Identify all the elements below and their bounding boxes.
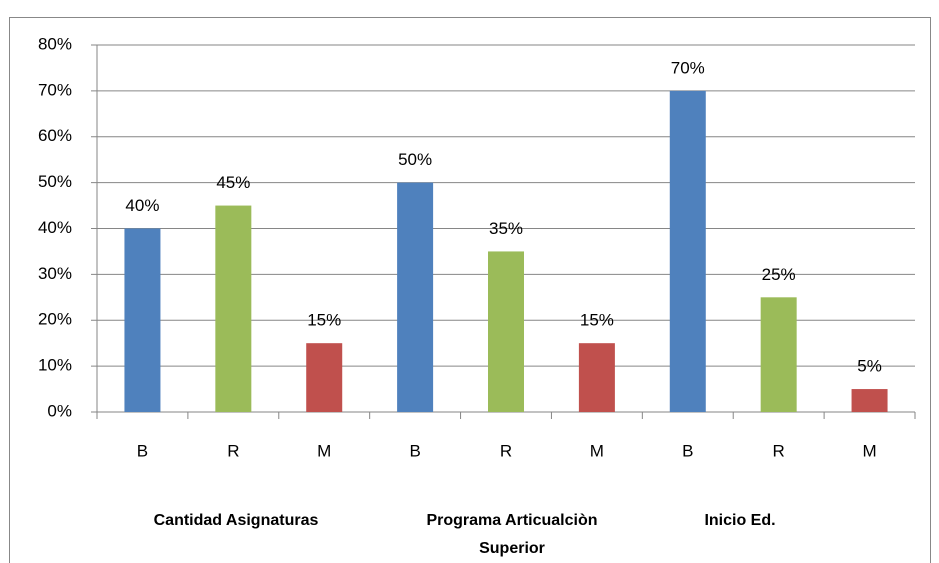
bar xyxy=(760,297,797,412)
bar xyxy=(306,343,343,412)
data-label: 15% xyxy=(580,311,614,330)
x-tick-label: B xyxy=(137,441,148,460)
x-tick-label: R xyxy=(773,441,785,460)
x-tick-label: M xyxy=(590,441,604,460)
group-label: Programa Articualciòn Superior xyxy=(426,512,598,557)
chart-frame xyxy=(9,17,931,563)
data-label: 40% xyxy=(125,196,159,215)
data-label: 15% xyxy=(307,311,341,330)
y-tick-label: 70% xyxy=(38,80,72,99)
y-tick-label: 50% xyxy=(38,172,72,191)
data-label: 45% xyxy=(216,173,250,192)
y-tick-label: 30% xyxy=(38,264,72,283)
y-tick-label: 20% xyxy=(38,310,72,329)
group-label: Cantidad Asignaturas xyxy=(153,512,319,529)
x-tick-label: M xyxy=(862,441,876,460)
bar xyxy=(669,90,706,412)
data-label: 70% xyxy=(671,58,705,77)
y-tick-label: 10% xyxy=(38,356,72,375)
bar xyxy=(851,389,888,412)
y-tick-label: 0% xyxy=(47,401,72,420)
x-tick-label: R xyxy=(227,441,239,460)
y-tick-label: 60% xyxy=(38,126,72,145)
data-label: 35% xyxy=(489,219,523,238)
group-label: Inicio Ed. xyxy=(704,512,776,529)
bar xyxy=(215,205,252,412)
y-tick-label: 40% xyxy=(38,218,72,237)
x-tick-label: B xyxy=(409,441,420,460)
bar xyxy=(578,343,615,412)
bar xyxy=(397,182,434,412)
bar xyxy=(488,251,524,412)
y-tick-label: 80% xyxy=(38,34,72,53)
x-tick-label: R xyxy=(500,441,512,460)
data-label: 25% xyxy=(762,265,796,284)
x-tick-label: M xyxy=(317,441,331,460)
x-tick-label: B xyxy=(682,441,693,460)
data-label: 50% xyxy=(398,150,432,169)
bar xyxy=(124,228,161,412)
data-label: 5% xyxy=(857,357,882,376)
